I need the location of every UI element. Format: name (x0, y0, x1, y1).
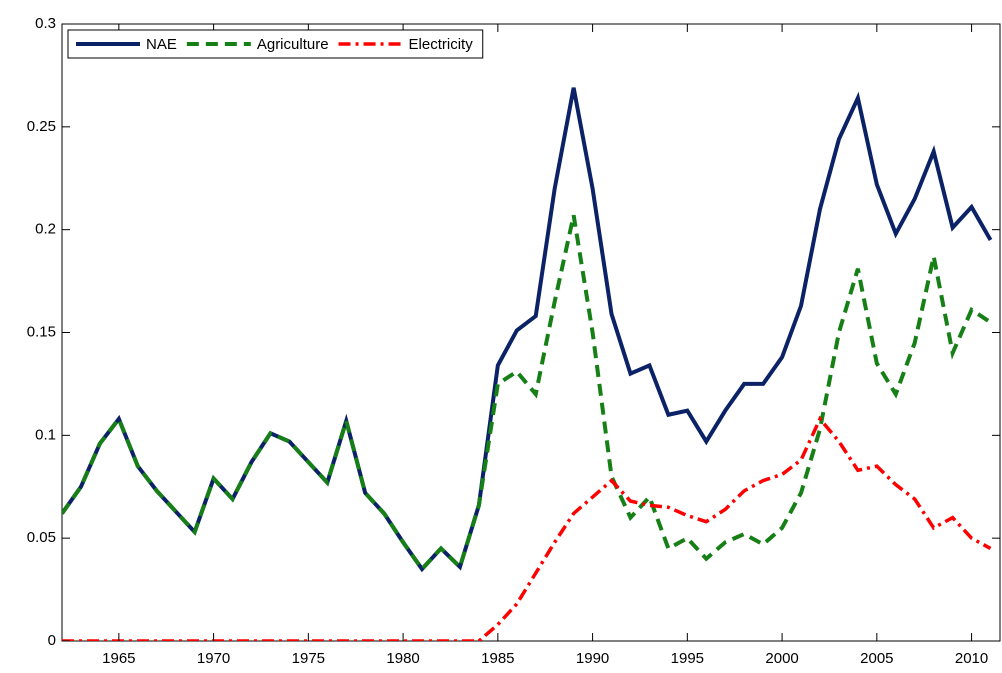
legend-label: NAE (146, 36, 177, 53)
y-tick-label: 0.05 (27, 529, 56, 546)
y-tick-label: 0.3 (35, 15, 56, 32)
y-tick-label: 0.1 (35, 426, 56, 443)
x-tick-label: 2000 (765, 650, 798, 667)
plot-frame (61, 23, 1001, 642)
x-tick-label: 2005 (860, 650, 893, 667)
legend-label: Agriculture (257, 36, 329, 53)
x-tick-label: 1985 (481, 650, 514, 667)
x-tick-label: 1980 (386, 650, 419, 667)
lines (62, 87, 993, 641)
series-line (62, 214, 992, 573)
x-tick-label: 1965 (102, 650, 135, 667)
series-line (62, 415, 992, 641)
x-tick-label: 1970 (197, 650, 230, 667)
y-tick-label: 0.2 (35, 221, 56, 238)
x-tick-label: 1995 (671, 650, 704, 667)
y-tick-label: 0.15 (27, 323, 56, 340)
legend-label: Electricity (409, 36, 474, 53)
y-tick-label: 0 (48, 632, 56, 649)
legend: NAE Agriculture Electricity (67, 29, 484, 59)
x-tick-label: 2010 (955, 650, 988, 667)
y-tick-label: 0.25 (27, 118, 56, 135)
x-tick-label: 1975 (292, 650, 325, 667)
x-tick-label: 1990 (576, 650, 609, 667)
